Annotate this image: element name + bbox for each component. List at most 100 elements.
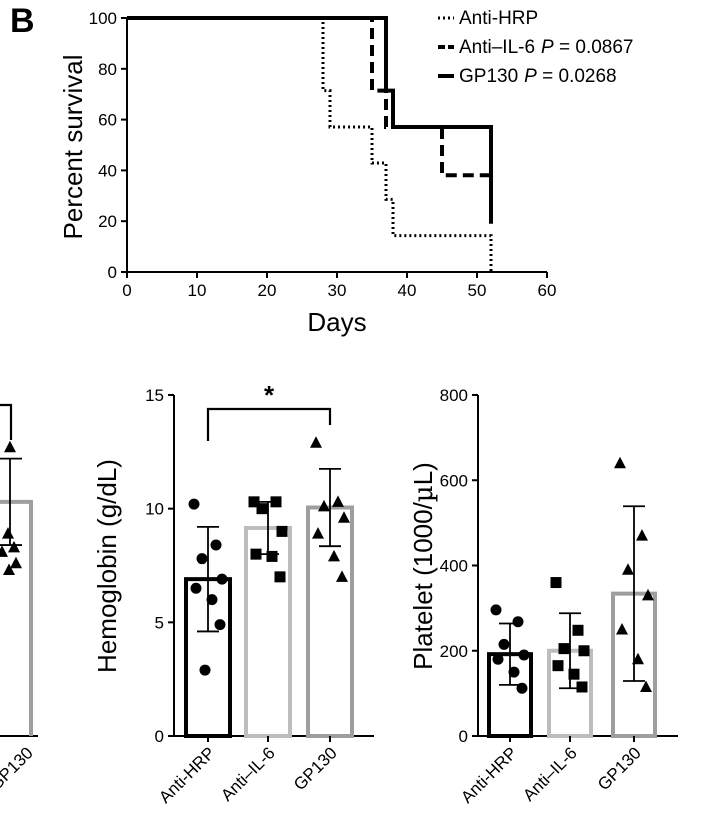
x-tick-label: 20 xyxy=(258,281,277,300)
x-tick-label: 10 xyxy=(188,281,207,300)
data-point xyxy=(640,680,652,692)
data-point xyxy=(576,681,588,693)
data-point xyxy=(578,645,590,657)
x-tick-label: 40 xyxy=(398,281,417,300)
data-point xyxy=(550,577,562,589)
legend-series-name: Anti–IL-6 xyxy=(459,37,535,58)
survival-legend: Anti-HRP Anti–IL-6 P = 0.0867 GP130 P = 0.02… xyxy=(438,8,634,87)
data-point xyxy=(518,649,530,661)
partial-bar-chart: GP130 xyxy=(0,403,38,794)
x-tick-label: 60 xyxy=(538,281,557,300)
significance-bracket xyxy=(206,407,332,441)
data-point xyxy=(642,588,654,601)
x-tick-label: 0 xyxy=(122,281,131,300)
bar-2 xyxy=(0,499,33,736)
data-point xyxy=(3,563,15,576)
data-point xyxy=(318,499,330,512)
data-point xyxy=(8,540,20,553)
x-tick-label: 50 xyxy=(468,281,487,300)
category-label: Anti–IL-6 xyxy=(519,743,581,805)
y-axis-title: Percent survival xyxy=(58,55,88,240)
y-tick-label: 10 xyxy=(145,500,164,519)
data-point xyxy=(216,573,228,585)
y-tick-label: 40 xyxy=(98,161,117,180)
category-label: Anti-HRP xyxy=(457,743,521,807)
data-point xyxy=(4,440,16,453)
y-tick-label: 0 xyxy=(459,727,468,746)
data-point xyxy=(552,660,564,672)
legend-p-label: P xyxy=(541,37,554,58)
data-point xyxy=(199,664,211,676)
category-label: GP130 xyxy=(0,743,37,794)
survival-line-solid xyxy=(127,16,493,224)
data-point xyxy=(508,666,520,678)
survival-line-dotted xyxy=(127,16,493,272)
data-point xyxy=(568,668,580,680)
data-point xyxy=(188,498,200,510)
data-point xyxy=(632,652,644,665)
y-tick-label: 100 xyxy=(89,9,117,28)
data-point xyxy=(250,548,262,560)
data-point xyxy=(558,643,570,655)
data-point xyxy=(206,594,218,606)
data-point xyxy=(498,638,510,650)
data-point xyxy=(328,549,340,562)
legend-p-value: = 0.0268 xyxy=(537,66,617,87)
y-tick-label: 0 xyxy=(155,727,164,746)
data-point xyxy=(0,545,8,557)
panel-label: B xyxy=(10,2,35,40)
data-point xyxy=(490,604,502,616)
category-label: Anti–IL-6 xyxy=(217,743,279,805)
legend-p-value: = 0.0867 xyxy=(554,37,634,58)
data-point xyxy=(248,496,260,508)
survival-chart: 0 10 20 30 40 50 60 0 20 40 60 80 100 Days Percent sur… xyxy=(58,9,556,337)
y-axis-title-mu: µ xyxy=(409,485,439,502)
y-tick-label: 800 xyxy=(440,386,468,405)
x-tick-label: 30 xyxy=(328,281,347,300)
data-point xyxy=(636,529,648,541)
category-label: GP130 xyxy=(594,743,645,794)
legend-p-label: P xyxy=(524,66,537,87)
legend-entry: Anti–IL-6 P = 0.0867 xyxy=(459,37,634,58)
significance-bracket xyxy=(0,403,13,440)
legend-series-name: Anti-HRP xyxy=(459,8,538,29)
data-point xyxy=(214,619,226,631)
y-axis-title-unit: L) xyxy=(408,462,438,485)
data-point xyxy=(616,622,628,635)
data-point xyxy=(196,553,208,565)
y-axis-title-main: Platelet (1000/ xyxy=(408,501,438,669)
data-point xyxy=(572,624,584,636)
y-tick-label: 600 xyxy=(440,471,468,490)
data-point xyxy=(614,456,626,469)
data-point xyxy=(10,556,22,569)
y-tick-label: 400 xyxy=(440,557,468,576)
category-label: Anti-HRP xyxy=(155,743,219,807)
data-point xyxy=(190,582,202,594)
y-tick-label: 60 xyxy=(98,111,117,130)
y-tick-label: 15 xyxy=(145,386,164,405)
data-point xyxy=(2,527,14,539)
category-label: GP130 xyxy=(290,743,341,794)
legend-entry: GP130 P = 0.0268 xyxy=(459,66,617,87)
legend-series-name: GP130 xyxy=(459,66,518,87)
data-point xyxy=(274,571,286,583)
y-axis-title: Platelet (1000/µL) xyxy=(408,462,439,670)
y-tick-label: 5 xyxy=(155,613,164,632)
data-point xyxy=(256,503,268,515)
data-point xyxy=(622,563,634,575)
data-point xyxy=(512,616,524,628)
y-tick-label: 80 xyxy=(98,60,117,79)
data-point xyxy=(332,495,344,507)
x-axis-title: Days xyxy=(307,307,366,337)
significance-star: * xyxy=(264,380,275,410)
data-point xyxy=(276,525,288,537)
y-axis-title: Hemoglobin (g/dL) xyxy=(92,459,122,673)
data-point xyxy=(266,550,278,562)
data-point xyxy=(310,436,322,448)
data-point xyxy=(210,539,222,551)
survival-line-dashed xyxy=(127,16,491,178)
y-tick-label: 20 xyxy=(98,212,117,231)
